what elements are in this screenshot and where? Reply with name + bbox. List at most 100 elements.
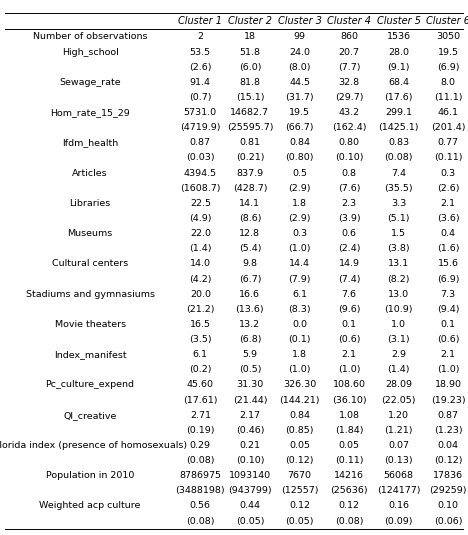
Text: 14216: 14216	[334, 471, 364, 480]
Text: (0.1): (0.1)	[288, 335, 311, 344]
Text: (8.3): (8.3)	[288, 305, 311, 314]
Text: 0.1: 0.1	[342, 320, 357, 329]
Text: (21.44): (21.44)	[233, 395, 267, 404]
Text: (0.08): (0.08)	[186, 516, 214, 525]
Text: 18: 18	[244, 33, 256, 42]
Text: (9.4): (9.4)	[437, 305, 460, 314]
Text: (1608.7): (1608.7)	[180, 184, 220, 193]
Text: 14682.7: 14682.7	[230, 108, 270, 117]
Text: (25595.7): (25595.7)	[227, 123, 273, 132]
Text: 0.87: 0.87	[190, 139, 211, 147]
Text: 0.12: 0.12	[289, 501, 310, 510]
Text: 0.84: 0.84	[289, 139, 310, 147]
Text: (29259): (29259)	[429, 486, 467, 495]
Text: (1.0): (1.0)	[437, 365, 460, 374]
Text: (2.6): (2.6)	[189, 63, 212, 72]
Text: 0.05: 0.05	[339, 441, 359, 450]
Text: 43.2: 43.2	[338, 108, 360, 117]
Text: 0.77: 0.77	[438, 139, 459, 147]
Text: 860: 860	[340, 33, 358, 42]
Text: 1.8: 1.8	[292, 350, 307, 359]
Text: (4.9): (4.9)	[189, 214, 212, 223]
Text: 81.8: 81.8	[240, 78, 260, 87]
Text: 45.60: 45.60	[187, 380, 214, 389]
Text: 4394.5: 4394.5	[184, 169, 217, 178]
Text: 91.4: 91.4	[190, 78, 211, 87]
Text: (1.4): (1.4)	[388, 365, 410, 374]
Text: (7.6): (7.6)	[338, 184, 360, 193]
Text: 5.9: 5.9	[242, 350, 257, 359]
Text: (3.6): (3.6)	[437, 214, 460, 223]
Text: Weighted acp culture: Weighted acp culture	[39, 501, 141, 510]
Text: (0.12): (0.12)	[434, 456, 462, 465]
Text: (1.84): (1.84)	[335, 426, 363, 435]
Text: Ifdm_health: Ifdm_health	[62, 139, 118, 147]
Text: 14.0: 14.0	[190, 259, 211, 269]
Text: 7670: 7670	[287, 471, 312, 480]
Text: 19.5: 19.5	[438, 48, 459, 57]
Text: Ql_creative: Ql_creative	[63, 411, 117, 419]
Text: 14.9: 14.9	[339, 259, 359, 269]
Text: 2.3: 2.3	[342, 199, 357, 208]
Text: 14.4: 14.4	[289, 259, 310, 269]
Text: 16.6: 16.6	[240, 289, 260, 299]
Text: 5731.0: 5731.0	[184, 108, 217, 117]
Text: 0.84: 0.84	[289, 411, 310, 419]
Text: 2: 2	[197, 33, 203, 42]
Text: Hom_rate_15_29: Hom_rate_15_29	[50, 108, 130, 117]
Text: 6.1: 6.1	[292, 289, 307, 299]
Text: (0.10): (0.10)	[236, 456, 264, 465]
Text: (21.2): (21.2)	[186, 305, 214, 314]
Text: 56068: 56068	[384, 471, 414, 480]
Text: (162.4): (162.4)	[332, 123, 366, 132]
Text: High_school: High_school	[62, 48, 118, 57]
Text: (7.7): (7.7)	[338, 63, 360, 72]
Text: 2.1: 2.1	[440, 350, 456, 359]
Text: 108.60: 108.60	[333, 380, 366, 389]
Text: 13.2: 13.2	[239, 320, 261, 329]
Text: 12.8: 12.8	[240, 229, 260, 238]
Text: (2.6): (2.6)	[437, 184, 460, 193]
Text: 0.83: 0.83	[388, 139, 410, 147]
Text: 1093140: 1093140	[229, 471, 271, 480]
Text: Sewage_rate: Sewage_rate	[59, 78, 121, 87]
Text: 7.3: 7.3	[440, 289, 456, 299]
Text: (35.5): (35.5)	[384, 184, 413, 193]
Text: (2.9): (2.9)	[288, 214, 311, 223]
Text: 0.12: 0.12	[339, 501, 359, 510]
Text: (0.05): (0.05)	[236, 516, 264, 525]
Text: 68.4: 68.4	[388, 78, 409, 87]
Text: (6.9): (6.9)	[437, 63, 460, 72]
Text: 0.80: 0.80	[339, 139, 359, 147]
Text: (13.6): (13.6)	[235, 305, 264, 314]
Text: Population in 2010: Population in 2010	[46, 471, 134, 480]
Text: (3.9): (3.9)	[338, 214, 360, 223]
Text: 3.3: 3.3	[391, 199, 406, 208]
Text: (8.0): (8.0)	[288, 63, 311, 72]
Text: (1.21): (1.21)	[385, 426, 413, 435]
Text: 7.6: 7.6	[342, 289, 357, 299]
Text: (1.0): (1.0)	[338, 365, 360, 374]
Text: 28.0: 28.0	[388, 48, 409, 57]
Text: (9.1): (9.1)	[388, 63, 410, 72]
Text: Number of observations: Number of observations	[33, 33, 147, 42]
Text: 0.3: 0.3	[440, 169, 456, 178]
Text: 32.8: 32.8	[338, 78, 360, 87]
Text: Cultural centers: Cultural centers	[52, 259, 128, 269]
Text: 1.8: 1.8	[292, 199, 307, 208]
Text: Cluster 1: Cluster 1	[178, 17, 222, 26]
Text: 8.0: 8.0	[440, 78, 456, 87]
Text: 0.29: 0.29	[190, 441, 211, 450]
Text: (0.08): (0.08)	[186, 456, 214, 465]
Text: (6.9): (6.9)	[437, 274, 460, 284]
Text: Cluster 4: Cluster 4	[327, 17, 371, 26]
Text: 0.56: 0.56	[190, 501, 211, 510]
Text: (5.4): (5.4)	[239, 244, 261, 253]
Text: (144.21): (144.21)	[279, 395, 320, 404]
Text: (428.7): (428.7)	[233, 184, 267, 193]
Text: 22.0: 22.0	[190, 229, 211, 238]
Text: (2.9): (2.9)	[288, 184, 311, 193]
Text: (6.8): (6.8)	[239, 335, 261, 344]
Text: 16.5: 16.5	[190, 320, 211, 329]
Text: (0.08): (0.08)	[335, 516, 363, 525]
